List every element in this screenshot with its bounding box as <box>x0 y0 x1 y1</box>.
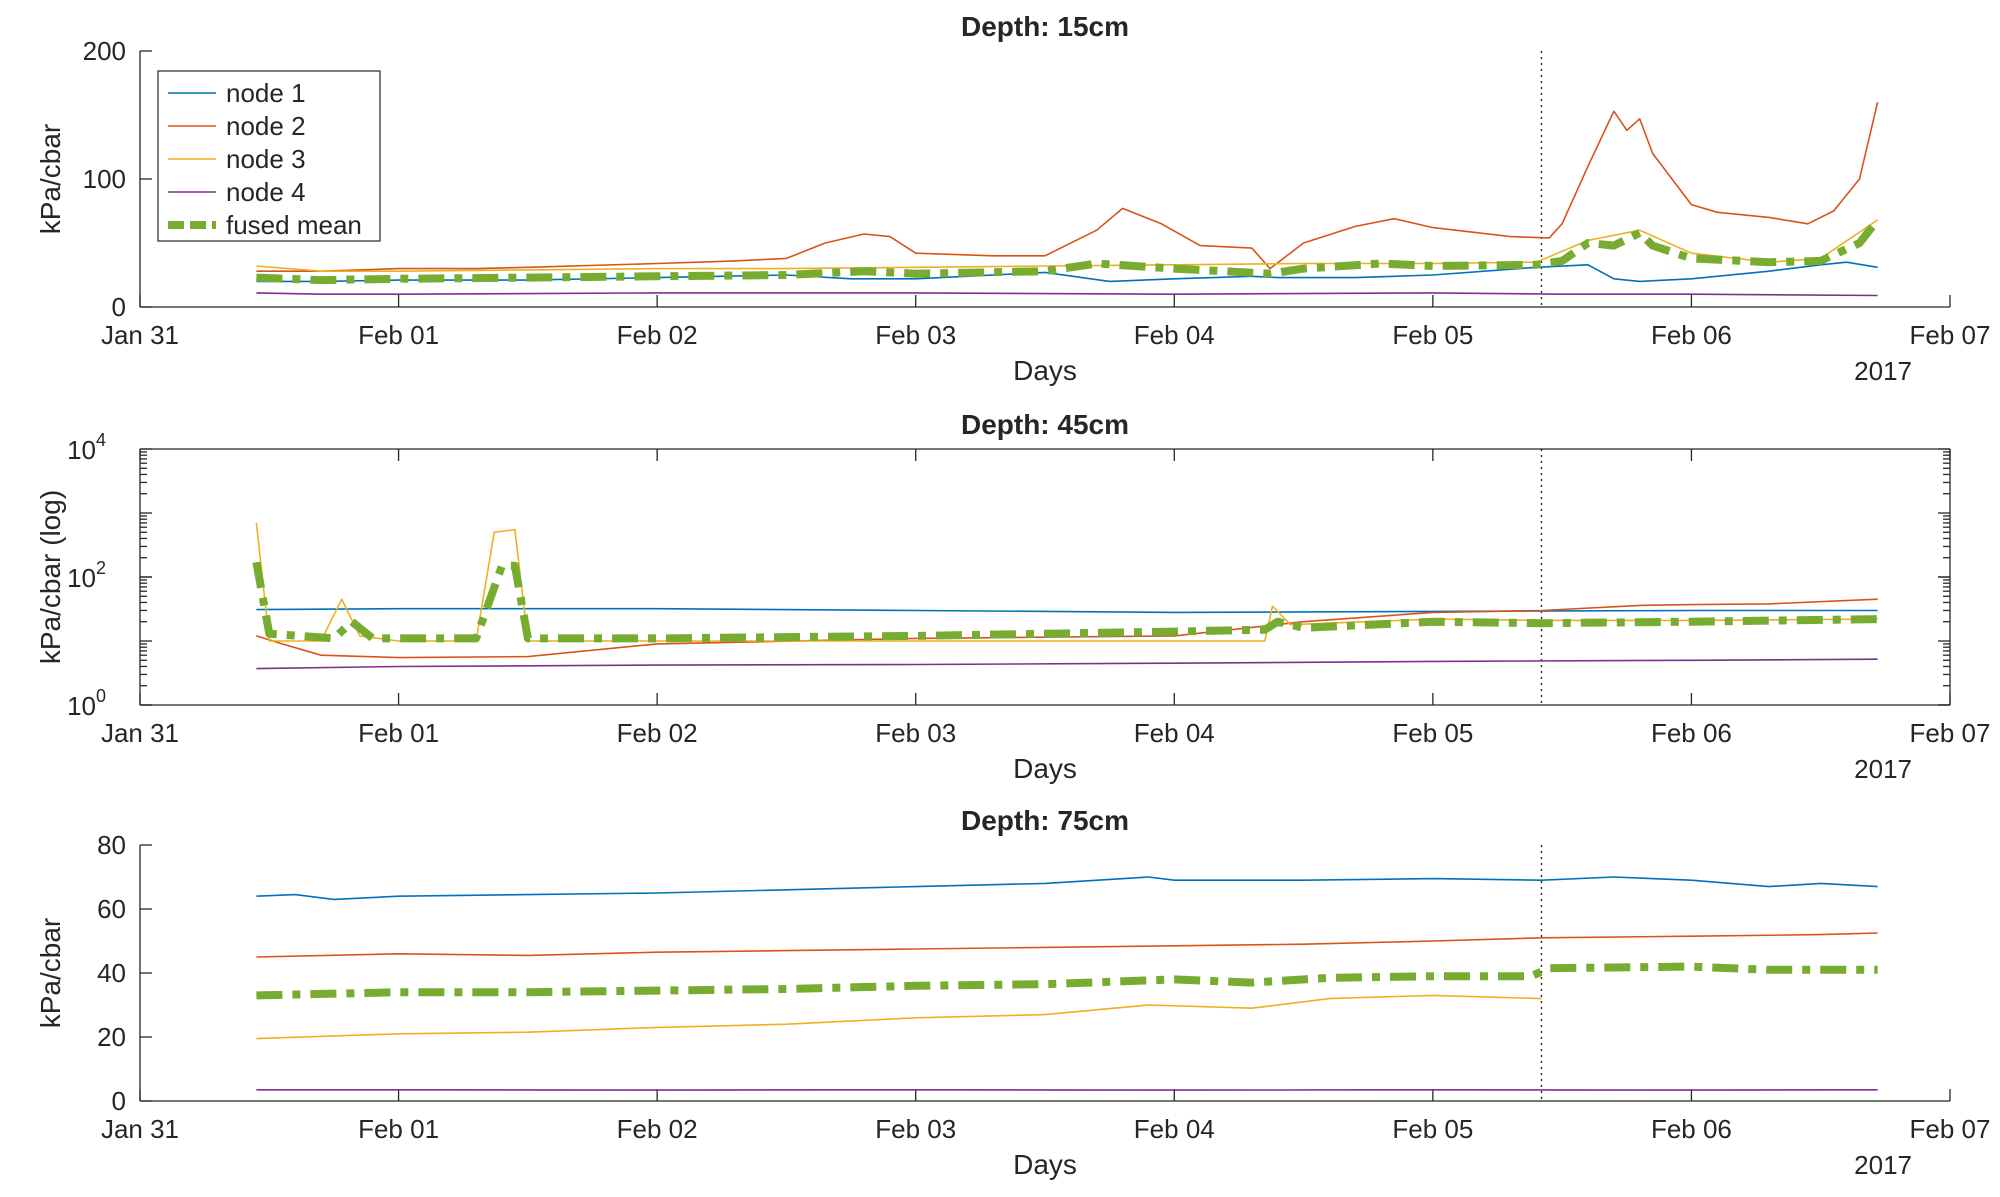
panel-depth-75cm: Jan 31 Feb 01 Feb 02 Feb 03 Feb 04 Feb 05 Feb … <box>35 805 1990 1180</box>
x-tick-label: Feb 03 <box>875 1114 956 1144</box>
series-line-node1 <box>256 877 1877 899</box>
x-tick-label: Feb 03 <box>875 718 956 748</box>
chart-title: Depth: 15cm <box>961 11 1129 42</box>
x-tick-label: Feb 01 <box>358 320 439 350</box>
series-line-node3 <box>256 523 1877 641</box>
y-tick-label: 200 <box>83 36 126 66</box>
year-label: 2017 <box>1854 356 1912 386</box>
series-line-node1 <box>256 609 1877 613</box>
x-tick-label: Feb 04 <box>1134 320 1215 350</box>
x-tick-label: Feb 02 <box>617 1114 698 1144</box>
x-tick-label: Jan 31 <box>101 1114 179 1144</box>
x-tick-label: Feb 06 <box>1651 718 1732 748</box>
x-axis-label: Days <box>1013 355 1077 386</box>
y-tick-label: 102 <box>67 558 106 593</box>
y-tick-label: 40 <box>97 958 126 988</box>
y-axis-label: kPa/cbar <box>35 918 66 1029</box>
x-tick-label: Feb 06 <box>1651 320 1732 350</box>
chart-title: Depth: 45cm <box>961 409 1129 440</box>
series-line-node3 <box>256 995 1541 1038</box>
x-tick-label: Feb 01 <box>358 1114 439 1144</box>
x-tick-label: Feb 02 <box>617 320 698 350</box>
series-line-node4 <box>256 293 1877 296</box>
legend-label: node 1 <box>226 78 306 108</box>
series-line-fused <box>256 562 1877 638</box>
x-tick-label: Feb 07 <box>1910 1114 1991 1144</box>
year-label: 2017 <box>1854 754 1912 784</box>
legend-label: node 2 <box>226 111 306 141</box>
series-line-fused <box>256 220 1877 280</box>
x-tick-label: Feb 04 <box>1134 1114 1215 1144</box>
x-tick-label: Feb 05 <box>1392 1114 1473 1144</box>
x-tick-label: Feb 07 <box>1910 320 1991 350</box>
x-tick-label: Feb 05 <box>1392 718 1473 748</box>
y-tick-label: 100 <box>83 164 126 194</box>
y-axis-label: kPa/cbar <box>35 124 66 235</box>
x-tick-label: Feb 06 <box>1651 1114 1732 1144</box>
series-line-node4 <box>256 659 1877 668</box>
x-tick-label: Jan 31 <box>101 718 179 748</box>
x-tick-label: Feb 07 <box>1910 718 1991 748</box>
x-axis-label: Days <box>1013 1149 1077 1180</box>
chart-title: Depth: 75cm <box>961 805 1129 836</box>
x-tick-label: Feb 02 <box>617 718 698 748</box>
x-tick-label: Feb 05 <box>1392 320 1473 350</box>
series-line-fused <box>256 967 1877 996</box>
x-tick-label: Feb 03 <box>875 320 956 350</box>
x-tick-label: Jan 31 <box>101 320 179 350</box>
panel-depth-15cm: Jan 31 Feb 01 Feb 02 Feb 03 Feb 04 Feb 05 Feb … <box>35 11 1990 386</box>
y-tick-label: 100 <box>67 686 106 721</box>
y-tick-label: 104 <box>67 430 106 465</box>
series-line-node2 <box>256 933 1877 957</box>
y-tick-label: 60 <box>97 894 126 924</box>
legend-label: fused mean <box>226 210 362 240</box>
x-axis-label: Days <box>1013 753 1077 784</box>
panel-depth-45cm: Jan 31 Feb 01 Feb 02 Feb 03 Feb 04 Feb 05 Feb … <box>35 409 1990 784</box>
y-tick-label: 0 <box>112 292 126 322</box>
year-label: 2017 <box>1854 1150 1912 1180</box>
legend-label: node 4 <box>226 177 306 207</box>
x-tick-label: Feb 04 <box>1134 718 1215 748</box>
x-tick-label: Feb 01 <box>358 718 439 748</box>
legend-label: node 3 <box>226 144 306 174</box>
y-axis-label: kPa/cbar (log) <box>35 490 66 664</box>
y-tick-label: 80 <box>97 830 126 860</box>
y-tick-label: 20 <box>97 1022 126 1052</box>
series-line-node2 <box>256 102 1877 271</box>
y-tick-label: 0 <box>112 1086 126 1116</box>
